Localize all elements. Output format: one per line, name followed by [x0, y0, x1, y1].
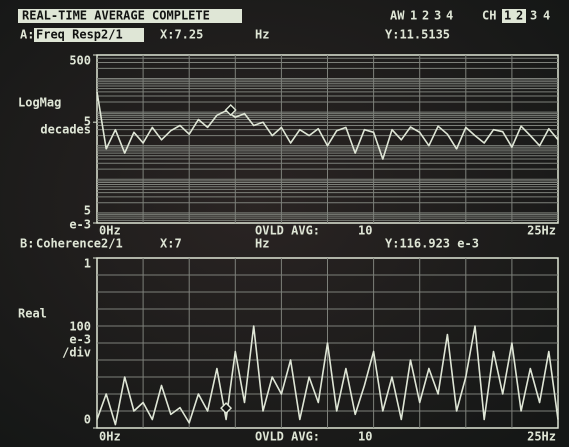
y-readout: Y:11.5135 — [385, 28, 450, 42]
x-end-label: 25Hz — [527, 430, 556, 444]
status-title: REAL-TIME AVERAGE COMPLETE — [22, 9, 210, 23]
x-unit: Hz — [255, 237, 269, 251]
trace-name: Coherence2/1 — [36, 237, 123, 251]
x-start-label: 0Hz — [99, 224, 121, 238]
aw-channel: 2 — [422, 9, 429, 23]
analyzer-screen: REAL-TIME AVERAGE COMPLETE AW 1 2 3 4 CH… — [0, 0, 569, 447]
panel-label: B: — [20, 237, 34, 251]
y-tick-label: 0 — [84, 413, 91, 427]
aw-label: AW — [390, 9, 405, 23]
y-tick-label: e-3 — [69, 218, 91, 232]
ovld-label: OVLD AVG: — [255, 224, 320, 238]
y-unit: 100 — [69, 320, 91, 334]
y-tick-label: 500 — [69, 54, 91, 68]
y-unit: /div — [62, 346, 91, 360]
aw-channel: 3 — [434, 9, 441, 23]
x-start-label: 0Hz — [99, 430, 121, 444]
panel-label: A: — [20, 28, 34, 42]
x-unit: Hz — [255, 28, 269, 42]
x-end-label: 25Hz — [527, 224, 556, 238]
aw-channel: 4 — [446, 9, 453, 23]
x-readout: X:7 — [160, 237, 182, 251]
ch-channel: 2 — [516, 9, 523, 23]
y-tick-label: 5 — [84, 204, 91, 218]
y-unit: decades — [40, 123, 91, 137]
aw-channel: 1 — [410, 9, 417, 23]
y-axis-label: LogMag — [18, 96, 61, 110]
trace-name: Freq Resp2/1 — [36, 28, 123, 42]
y-tick-label: 1 — [84, 257, 91, 271]
page: REAL-TIME AVERAGE COMPLETE AW 1 2 3 4 CH… — [0, 0, 569, 447]
y-axis-label: Real — [18, 307, 47, 321]
avg-count: 10 — [358, 224, 372, 238]
ch-channel: 3 — [530, 9, 537, 23]
y-readout: Y:116.923 e-3 — [385, 237, 479, 251]
x-readout: X:7.25 — [160, 28, 203, 42]
ovld-label: OVLD AVG: — [255, 430, 320, 444]
ch-label: CH — [482, 9, 496, 23]
ch-channel: 4 — [543, 9, 550, 23]
ch-channel: 1 — [504, 9, 511, 23]
y-unit: e-3 — [69, 333, 91, 347]
avg-count: 10 — [358, 430, 372, 444]
